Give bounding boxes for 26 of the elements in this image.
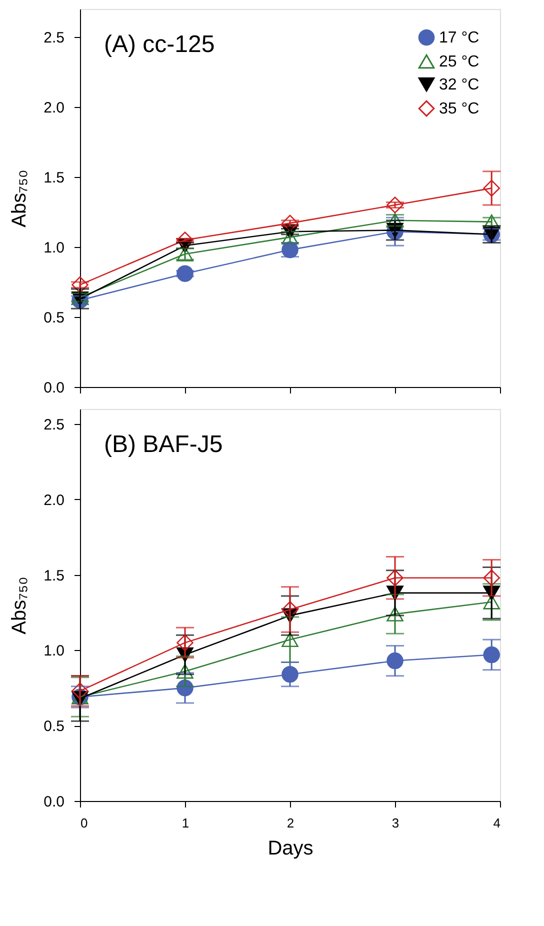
- legend-label: 32 °C: [439, 76, 480, 94]
- legend-label: 35 °C: [439, 100, 480, 118]
- y-tick-label: 0.5: [44, 718, 64, 736]
- y-axis-title: Abs₇₅₀: [8, 576, 31, 634]
- y-tick-label: 2.5: [44, 416, 64, 434]
- y-tick-label: 0.0: [44, 794, 64, 810]
- x-tick-label: 1: [182, 816, 190, 830]
- y-tick-label: 1.5: [44, 567, 64, 584]
- y-tick-label: 2.5: [44, 30, 64, 46]
- y-tick-label: 2.0: [44, 100, 64, 116]
- legend-label: 25 °C: [439, 54, 480, 70]
- x-tick-label: 0: [80, 816, 88, 830]
- y-tick-label: 1.0: [44, 240, 64, 256]
- y-tick-label: 0.0: [44, 380, 64, 396]
- x-tick-label: 2: [286, 816, 294, 830]
- y-axis-title: Abs₇₅₀: [8, 170, 31, 228]
- y-tick-label: 0.5: [44, 310, 64, 326]
- x-tick-label: 4: [493, 816, 500, 830]
- x-axis-title: Days: [268, 838, 314, 860]
- annotation: (A) cc-125: [104, 31, 215, 58]
- annotation: (B) BAF-J5: [104, 431, 223, 458]
- y-tick-label: 1.0: [44, 642, 64, 660]
- x-tick-label: 3: [392, 816, 400, 830]
- y-tick-label: 2.0: [44, 492, 64, 509]
- y-tick-label: 1.5: [44, 170, 64, 186]
- legend-label: 17 °C: [439, 30, 480, 46]
